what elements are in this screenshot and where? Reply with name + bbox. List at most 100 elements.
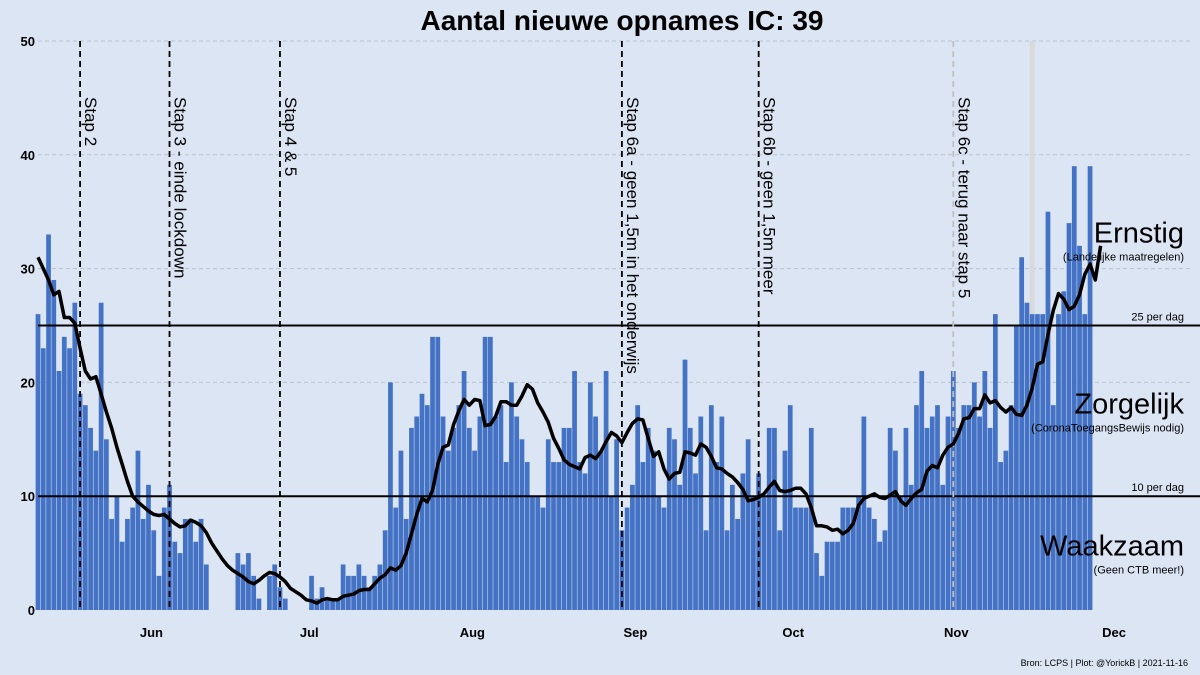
daily-bar xyxy=(666,427,672,610)
threshold-label: 25 per dag xyxy=(1131,312,1184,324)
daily-bar xyxy=(1040,314,1046,610)
source-credit: Bron: LCPS | Plot: @YorickB | 2021-11-16 xyxy=(1021,658,1188,668)
daily-bar xyxy=(577,462,583,610)
daily-bar xyxy=(624,507,630,610)
daily-bar xyxy=(803,507,809,610)
daily-bar xyxy=(1066,223,1072,610)
zone-name: Zorgelijk xyxy=(1074,388,1184,420)
y-tick-label: 10 xyxy=(21,489,35,504)
daily-bar xyxy=(777,530,783,610)
daily-bar xyxy=(340,564,346,610)
daily-bar xyxy=(1014,325,1019,610)
daily-bar xyxy=(598,450,604,610)
daily-bar xyxy=(46,234,51,610)
daily-bar xyxy=(966,405,972,610)
daily-bar xyxy=(1019,257,1025,610)
daily-bar xyxy=(461,371,467,610)
daily-bar xyxy=(635,405,641,610)
daily-bar xyxy=(766,427,772,610)
daily-bar xyxy=(977,416,982,610)
zone-subtitle: (Geen CTB meer!) xyxy=(1094,565,1184,577)
daily-bar xyxy=(935,405,940,610)
daily-bar xyxy=(309,575,314,610)
daily-bar xyxy=(93,450,99,610)
daily-bar xyxy=(382,530,388,610)
y-tick-label: 50 xyxy=(21,34,35,49)
daily-bar xyxy=(719,416,725,610)
daily-bar xyxy=(493,416,499,610)
daily-bar xyxy=(56,371,62,610)
daily-bar xyxy=(782,450,788,610)
daily-bar xyxy=(840,507,846,610)
daily-bar xyxy=(51,279,57,610)
daily-bar xyxy=(324,598,330,610)
zone-subtitle: (CoronaToegangsBewijs nodig) xyxy=(1031,422,1184,434)
daily-bar xyxy=(67,348,72,610)
daily-bar xyxy=(714,462,719,610)
daily-bar xyxy=(787,405,793,610)
daily-bar xyxy=(135,450,141,610)
daily-bar xyxy=(345,575,351,610)
daily-bar xyxy=(924,427,930,610)
y-tick-label: 0 xyxy=(28,603,35,618)
daily-bar xyxy=(582,473,588,610)
daily-bar xyxy=(745,439,751,610)
daily-bar xyxy=(914,405,919,610)
threshold-lines: 25 per dag 10 per dag xyxy=(38,312,1200,498)
daily-bar xyxy=(1045,211,1051,610)
daily-bar xyxy=(708,405,714,610)
daily-bar xyxy=(798,507,804,610)
daily-bar xyxy=(1029,314,1035,610)
daily-bar xyxy=(1050,405,1056,610)
daily-bar xyxy=(898,496,904,610)
y-axis: 0 10 20 30 40 50 xyxy=(21,34,35,618)
daily-bar xyxy=(561,427,567,610)
daily-bar xyxy=(256,598,262,610)
daily-bar xyxy=(104,439,109,610)
trend-line-group xyxy=(36,245,1103,605)
daily-bar xyxy=(929,416,935,610)
daily-bar xyxy=(672,439,677,610)
daily-bar xyxy=(1071,166,1077,610)
daily-bar xyxy=(645,427,651,610)
daily-bar xyxy=(793,507,798,610)
daily-bar xyxy=(451,427,456,610)
daily-bar xyxy=(850,507,856,610)
daily-bar xyxy=(514,416,520,610)
daily-bar xyxy=(72,302,78,610)
y-tick-label: 20 xyxy=(21,375,35,390)
daily-bar xyxy=(335,598,341,610)
daily-bar xyxy=(956,427,961,610)
daily-bar xyxy=(845,507,851,610)
daily-bar xyxy=(1003,450,1009,610)
daily-bar xyxy=(908,484,914,610)
daily-bar xyxy=(1035,314,1040,610)
daily-bar xyxy=(267,575,272,610)
daily-bar xyxy=(172,541,178,610)
daily-bar xyxy=(751,496,756,610)
daily-bar xyxy=(729,484,735,610)
daily-bar xyxy=(677,484,683,610)
daily-bar xyxy=(545,439,551,610)
daily-bar xyxy=(377,564,383,610)
x-tick-label: Aug xyxy=(460,625,485,640)
daily-bar xyxy=(98,302,104,610)
daily-bar xyxy=(698,416,704,610)
daily-bar xyxy=(193,541,199,610)
x-tick-label: Jun xyxy=(140,625,163,640)
daily-bar xyxy=(282,598,288,610)
daily-bar xyxy=(866,507,872,610)
daily-bar xyxy=(403,518,409,610)
daily-bar xyxy=(82,405,88,610)
daily-bar xyxy=(251,575,257,610)
daily-bar xyxy=(572,371,577,610)
daily-bar xyxy=(877,541,883,610)
daily-bar xyxy=(398,450,404,610)
daily-bar xyxy=(424,405,430,610)
daily-bar xyxy=(361,575,367,610)
daily-bar xyxy=(146,484,151,610)
daily-bar xyxy=(177,553,183,610)
x-axis: Jun Jul Aug Sep Oct Nov Dec xyxy=(140,625,1126,640)
daily-bar xyxy=(167,484,172,610)
daily-bar xyxy=(661,507,667,610)
